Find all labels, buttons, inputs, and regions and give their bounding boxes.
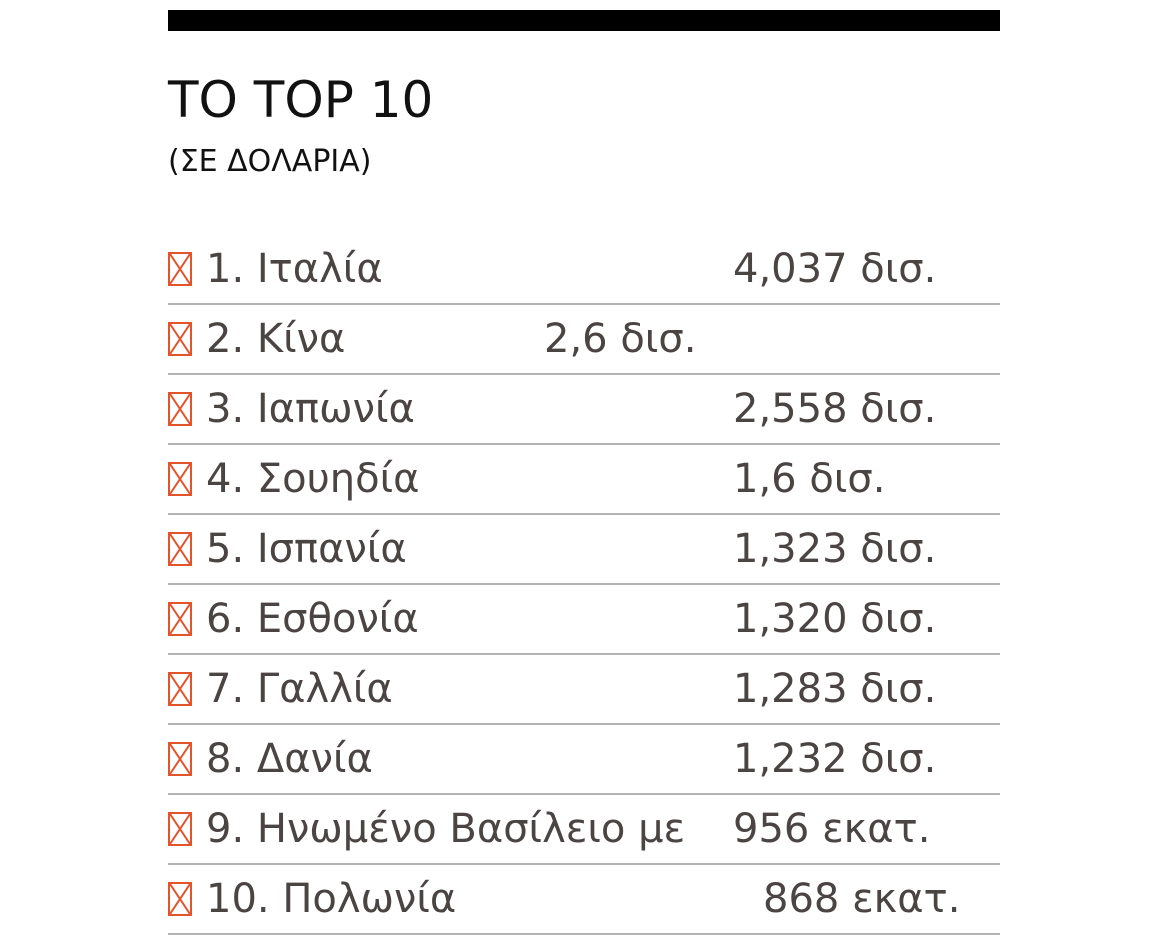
missing-glyph-box-icon xyxy=(168,322,192,356)
list-item: 9. Ηνωμένο Βασίλειο με 956 εκατ. xyxy=(168,795,1000,865)
list-item: 3. Ιαπωνία 2,558 δισ. xyxy=(168,375,1000,445)
page-subtitle: (ΣΕ ΔΟΛΑΡΙΑ) xyxy=(168,144,372,179)
missing-glyph-box-icon xyxy=(168,812,192,846)
country-label: 7. Γαλλία xyxy=(206,666,393,712)
amount-value: 1,320 δισ. xyxy=(733,596,937,642)
amount-value: 4,037 δισ. xyxy=(733,246,937,292)
country-label: 5. Ισπανία xyxy=(206,526,407,572)
list-item: 4. Σουηδία 1,6 δισ. xyxy=(168,445,1000,515)
amount-value: 2,558 δισ. xyxy=(733,386,937,432)
ranking-list: 1. Ιταλία 4,037 δισ. 2. Κίνα 2,6 δισ. 3.… xyxy=(168,235,1000,935)
list-item: 2. Κίνα 2,6 δισ. xyxy=(168,305,1000,375)
list-item: 6. Εσθονία 1,320 δισ. xyxy=(168,585,1000,655)
missing-glyph-box-icon xyxy=(168,392,192,426)
country-label: 1. Ιταλία xyxy=(206,246,383,292)
amount-value: 1,323 δισ. xyxy=(733,526,937,572)
country-label: 2. Κίνα xyxy=(206,316,346,362)
country-label: 4. Σουηδία xyxy=(206,456,420,502)
missing-glyph-box-icon xyxy=(168,882,192,916)
missing-glyph-box-icon xyxy=(168,532,192,566)
country-label: 8. Δανία xyxy=(206,736,373,782)
missing-glyph-box-icon xyxy=(168,602,192,636)
amount-value: 1,232 δισ. xyxy=(733,736,937,782)
amount-value: 868 εκατ. xyxy=(763,876,961,922)
amount-value: 956 εκατ. xyxy=(733,806,931,852)
missing-glyph-box-icon xyxy=(168,672,192,706)
page-title: ΤΟ TOP 10 xyxy=(168,71,434,129)
list-item: 1. Ιταλία 4,037 δισ. xyxy=(168,235,1000,305)
country-label: 3. Ιαπωνία xyxy=(206,386,415,432)
missing-glyph-box-icon xyxy=(168,462,192,496)
list-item: 5. Ισπανία 1,323 δισ. xyxy=(168,515,1000,585)
missing-glyph-box-icon xyxy=(168,742,192,776)
amount-value: 2,6 δισ. xyxy=(544,316,697,362)
list-item: 7. Γαλλία 1,283 δισ. xyxy=(168,655,1000,725)
amount-value: 1,6 δισ. xyxy=(733,456,886,502)
list-item: 8. Δανία 1,232 δισ. xyxy=(168,725,1000,795)
missing-glyph-box-icon xyxy=(168,252,192,286)
country-label: 10. Πολωνία xyxy=(206,876,457,922)
list-item: 10. Πολωνία 868 εκατ. xyxy=(168,865,1000,935)
country-label: 9. Ηνωμένο Βασίλειο με xyxy=(206,806,686,852)
top-rule-bar xyxy=(168,10,1000,31)
country-label: 6. Εσθονία xyxy=(206,596,419,642)
amount-value: 1,283 δισ. xyxy=(733,666,937,712)
